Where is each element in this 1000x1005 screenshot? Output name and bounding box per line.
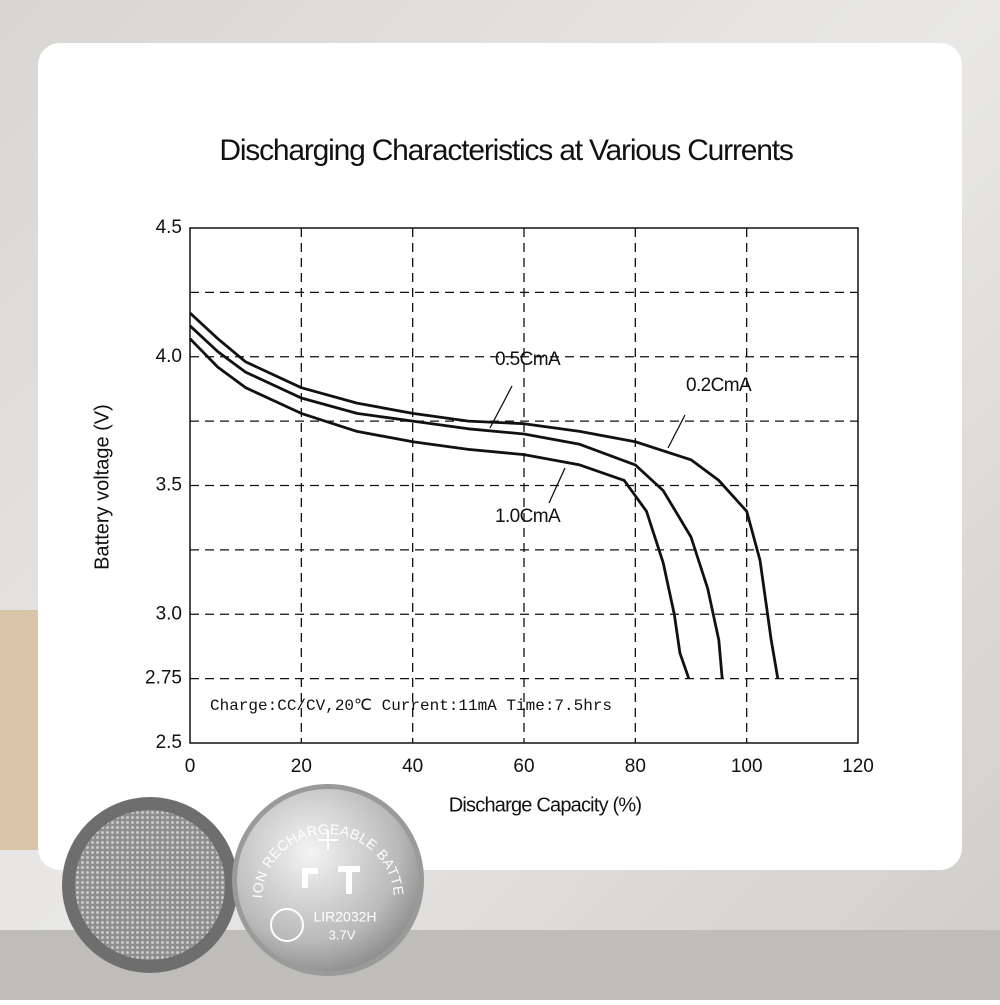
label-leader — [667, 414, 686, 449]
recycle-icon — [270, 908, 304, 942]
series-line — [189, 324, 724, 679]
y-tick-label: 4.0 — [156, 346, 182, 367]
x-tick-label: 40 — [402, 756, 423, 777]
x-tick-label: 100 — [731, 756, 763, 777]
chart-note: Charge:CC/CV,20℃ Current:11mA Time:7.5hr… — [210, 697, 612, 715]
x-tick-label: 0 — [185, 756, 196, 777]
x-tick-label: 80 — [625, 756, 646, 777]
battery-face — [75, 810, 225, 960]
battery-model: LIR2032H — [313, 909, 376, 925]
plot-frame — [189, 227, 859, 744]
series-line — [188, 337, 691, 680]
x-axis-label: Discharge Capacity (%) — [449, 794, 642, 816]
label-leader — [548, 467, 566, 504]
logo — [302, 866, 360, 894]
battery-front — [237, 789, 419, 971]
chart-title: Discharging Characteristics at Various C… — [219, 134, 792, 167]
x-tick-label: 60 — [513, 756, 534, 777]
series-line — [189, 311, 780, 679]
y-tick-label: 2.75 — [145, 668, 182, 689]
battery-voltage: 3.7V — [329, 927, 356, 942]
x-tick-label: 20 — [291, 756, 312, 777]
series-label: 1.0CmA — [495, 506, 561, 527]
series-label: 0.5CmA — [495, 349, 561, 370]
card — [38, 43, 962, 870]
label-leader — [489, 385, 513, 429]
series-label: 0.2CmA — [686, 375, 752, 396]
y-tick-label: 3.0 — [156, 603, 182, 624]
y-axis-label: Battery voltage (V) — [91, 404, 113, 570]
y-tick-label: 4.5 — [156, 217, 182, 238]
wood-block — [0, 610, 38, 850]
x-tick-label: 120 — [842, 756, 874, 777]
y-tick-label: 3.5 — [156, 475, 182, 496]
y-tick-label: 2.5 — [156, 732, 182, 753]
chart: Discharging Characteristics at Various C… — [91, 134, 874, 816]
